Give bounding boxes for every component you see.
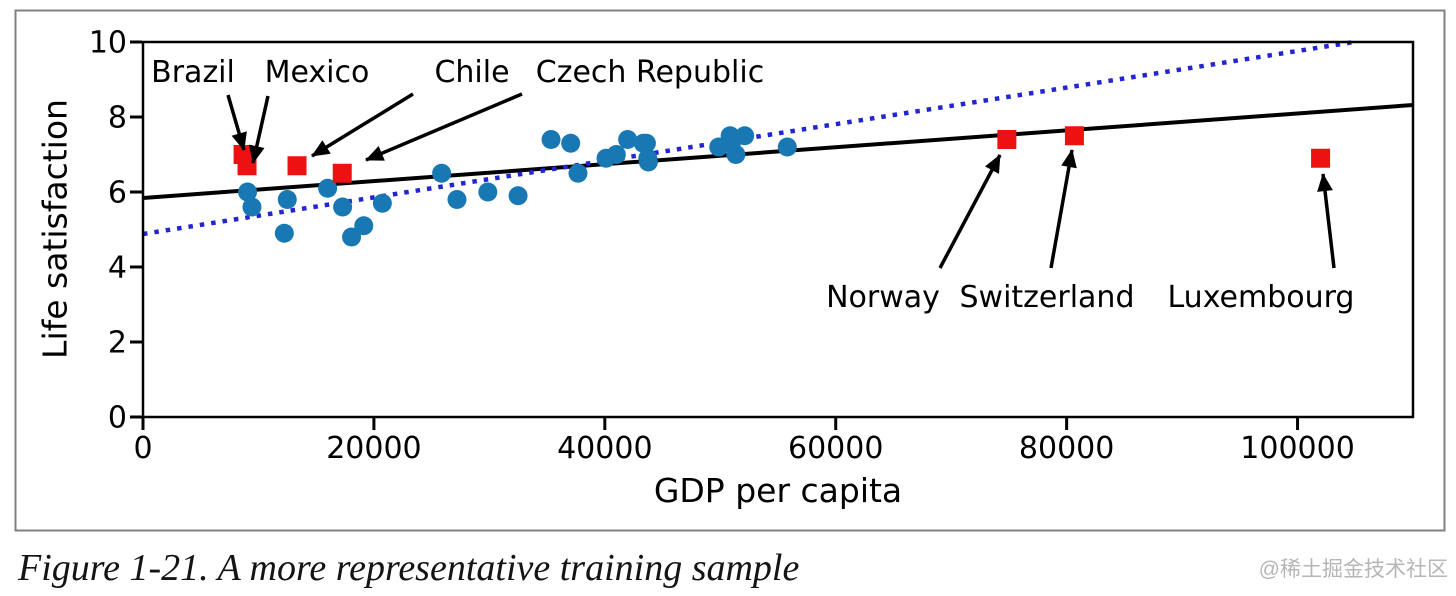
scatter-dot-united-kingdom xyxy=(638,152,658,172)
y-tick-label: 6 xyxy=(108,176,127,211)
scatter-dot-greece xyxy=(342,227,362,247)
annotation-label-czech-republic: Czech Republic xyxy=(536,55,764,90)
scatter-dot-turkey xyxy=(242,197,262,217)
marker-square-luxembourg xyxy=(1311,148,1331,168)
annotation-label-switzerland: Switzerland xyxy=(960,280,1135,315)
annotation-arrow-mexico xyxy=(249,95,270,164)
annotation-arrow-switzerland xyxy=(1049,149,1077,269)
x-tick-label: 100000 xyxy=(1240,431,1355,466)
scatter-points-layer xyxy=(233,126,1331,247)
annotation-label-luxembourg: Luxembourg xyxy=(1168,280,1355,315)
scatter-dot-portugal xyxy=(354,216,374,236)
scatter-dot-spain xyxy=(432,163,452,183)
scatter-dot-italy xyxy=(478,182,498,202)
figure-caption: Figure 1-21. A more representative train… xyxy=(18,547,800,589)
y-tick-label: 10 xyxy=(89,26,127,61)
scatter-dot-slovenia xyxy=(372,193,392,213)
y-tick-label: 0 xyxy=(108,401,127,436)
x-axis-label: GDP per capita xyxy=(654,471,902,510)
y-axis-label: Life satisfaction xyxy=(36,99,75,359)
scatter-dot-israel xyxy=(541,130,561,149)
annotation-label-norway: Norway xyxy=(826,280,940,315)
scatter-dot-germany xyxy=(606,145,626,164)
annotation-arrow-czech-republic xyxy=(365,92,523,162)
scatter-dot-slovak-republic xyxy=(318,178,338,198)
marker-square-czech-republic xyxy=(332,163,352,183)
marker-square-norway xyxy=(997,130,1017,149)
scatter-dot-new-zealand xyxy=(561,133,581,153)
scatter-dot-netherlands xyxy=(636,133,656,153)
x-tick-label: 40000 xyxy=(557,431,652,466)
scatter-dot-japan xyxy=(508,186,528,206)
x-tick-label: 20000 xyxy=(326,431,421,466)
annotation-arrow-luxembourg xyxy=(1317,173,1336,269)
annotation-label-brazil: Brazil xyxy=(151,55,235,90)
annotation-arrow-brazil xyxy=(226,94,247,151)
scatter-dot-ireland xyxy=(726,145,746,164)
x-tick-label: 80000 xyxy=(1019,431,1114,466)
y-tick-label: 4 xyxy=(108,251,127,286)
scatter-dot-france xyxy=(568,163,588,183)
watermark-text: @稀土掘金技术社区 xyxy=(1258,558,1448,581)
scatter-dot-poland xyxy=(277,190,297,209)
annotation-arrow-chile xyxy=(311,92,414,158)
scatter-dot-hungary xyxy=(274,223,294,243)
scatter-dot-estonia xyxy=(333,197,353,217)
x-tick-label: 0 xyxy=(133,431,152,466)
scatter-dot-russia xyxy=(238,182,258,202)
y-tick-label: 8 xyxy=(108,101,127,136)
y-tick-label: 2 xyxy=(108,326,127,361)
figure-frame xyxy=(14,9,1446,532)
scatter-dot-united-states xyxy=(777,137,797,157)
annotation-arrow-norway xyxy=(938,154,1002,269)
marker-square-switzerland xyxy=(1064,126,1084,146)
country-annotations-layer: Brazil Mexico Chile Czech Republic Norway Swi… xyxy=(151,55,1354,315)
axis-ticks-layer: 0 20000 40000 60000 80000 100000 0 2 4 6 8 10 xyxy=(89,26,1355,467)
full-data-model-line xyxy=(142,103,1414,200)
marker-square-chile xyxy=(287,156,307,176)
scatter-dot-denmark xyxy=(735,126,755,146)
annotation-label-chile: Chile xyxy=(434,55,509,90)
x-tick-label: 60000 xyxy=(788,431,883,466)
scatter-dot-korea xyxy=(447,190,467,209)
annotation-label-mexico: Mexico xyxy=(265,55,370,90)
scatter-dot-finland xyxy=(618,130,638,149)
plot-spines-box xyxy=(141,40,1415,419)
